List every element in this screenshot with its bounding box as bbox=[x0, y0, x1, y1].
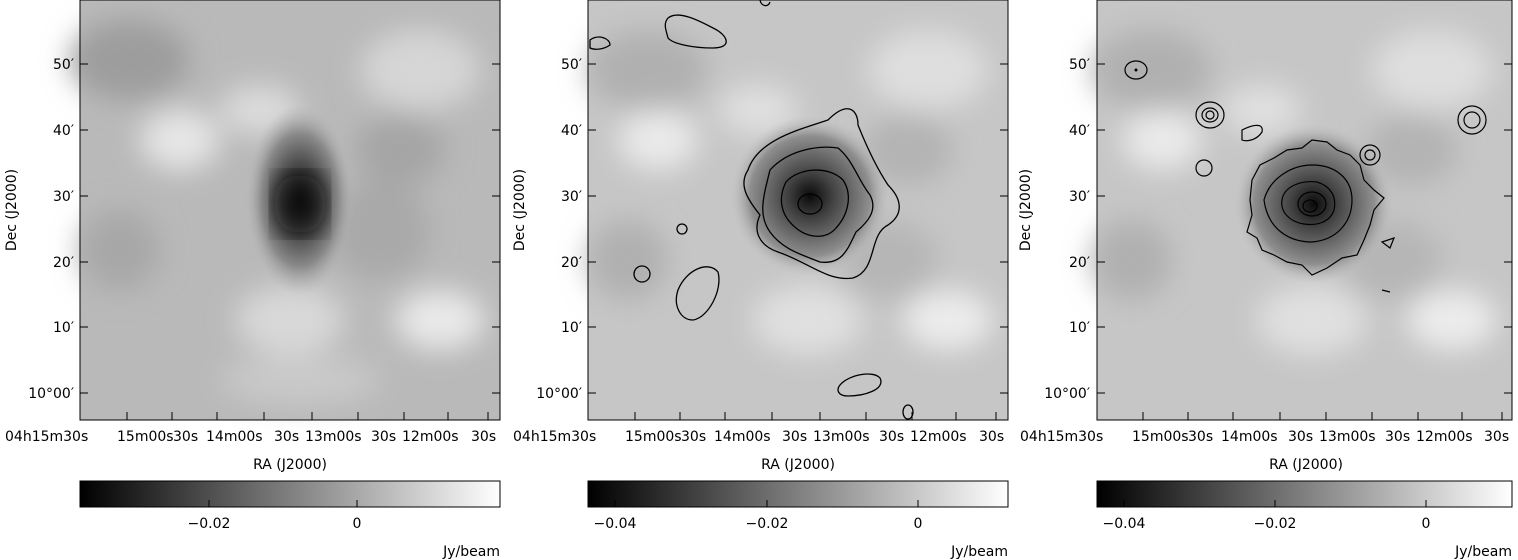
panel-left: 50′ 40′ 30′ 20′ 10′ 10°00′ Dec (J2000) 0… bbox=[0, 0, 506, 560]
ra-axis-label: RA (J2000) bbox=[1269, 457, 1343, 473]
ra-tick-label: 30s bbox=[1484, 429, 1509, 445]
image-frame bbox=[1096, 0, 1513, 421]
ra-tick-label: 14m00s bbox=[206, 429, 263, 445]
ra-tick-label: 30s bbox=[1188, 429, 1213, 445]
panel-middle-svg: 50′ 40′ 30′ 20′ 10′ 10°00′ Dec (J2000) 0… bbox=[512, 0, 1009, 560]
ra-tick-label: 15m00s bbox=[1132, 429, 1189, 445]
dec-tick-label: 10′ bbox=[53, 320, 74, 336]
colorbar-tick-label: 0 bbox=[914, 516, 923, 532]
dec-tick-label: 50′ bbox=[53, 57, 74, 73]
dec-tick-label: 10′ bbox=[561, 320, 582, 336]
dec-tick-label: 20′ bbox=[561, 255, 582, 271]
ra-tick-label: 30s bbox=[471, 429, 496, 445]
sky-image bbox=[70, 0, 500, 420]
colorbar-tick-label: −0.04 bbox=[594, 516, 637, 532]
ra-tick-label: 13m00s bbox=[305, 429, 362, 445]
colorbar bbox=[79, 480, 501, 508]
dec-tick-marks bbox=[587, 63, 1008, 420]
colorbar bbox=[587, 480, 1009, 508]
ra-tick-label: 15m00s bbox=[625, 429, 682, 445]
dec-tick-label: 30′ bbox=[53, 189, 74, 205]
colorbar-tick-label: −0.02 bbox=[188, 516, 231, 532]
dec-tick-label: 30′ bbox=[561, 189, 582, 205]
dec-axis-label: Dec (J2000) bbox=[512, 169, 528, 251]
dec-tick-label: 40′ bbox=[53, 123, 74, 139]
colorbar-tick-label: 0 bbox=[1422, 516, 1431, 532]
ra-tick-label: 12m00s bbox=[1416, 429, 1473, 445]
colorbar bbox=[1096, 480, 1513, 508]
ra-tick-label: 30s bbox=[371, 429, 396, 445]
ra-tick-label: 13m00s bbox=[813, 429, 870, 445]
image-frame bbox=[79, 0, 501, 421]
ra-tick-label: 30s bbox=[879, 429, 904, 445]
dec-axis-label: Dec (J2000) bbox=[4, 169, 20, 251]
dec-tick-marks bbox=[79, 63, 500, 420]
contour-lines bbox=[589, 0, 914, 420]
ra-axis-label: RA (J2000) bbox=[253, 457, 327, 473]
ra-tick-label: 12m00s bbox=[910, 429, 967, 445]
contour-lines bbox=[1124, 60, 1487, 293]
panel-right-svg: 50′ 40′ 30′ 20′ 10′ 10°00′ Dec (J2000) 0… bbox=[1018, 0, 1513, 560]
sky-image bbox=[1092, 0, 1512, 420]
ra-axis-label: RA (J2000) bbox=[761, 457, 835, 473]
colorbar-tick-label: −0.04 bbox=[1103, 516, 1146, 532]
ra-tick-label: 30s bbox=[173, 429, 198, 445]
ra-tick-label: 30s bbox=[681, 429, 706, 445]
dec-tick-label: 40′ bbox=[1069, 123, 1090, 139]
dec-tick-label: 30′ bbox=[1069, 189, 1090, 205]
ra-tick-label: 04h15m30s bbox=[5, 429, 88, 445]
ra-tick-label: 15m00s bbox=[117, 429, 174, 445]
dec-tick-label: 10′ bbox=[1069, 320, 1090, 336]
dec-tick-label: 50′ bbox=[561, 57, 582, 73]
ra-tick-label: 04h15m30s bbox=[1020, 429, 1103, 445]
ra-tick-label: 30s bbox=[1385, 429, 1410, 445]
dec-tick-label: 20′ bbox=[53, 255, 74, 271]
dec-tick-label: 10°00′ bbox=[536, 386, 582, 402]
ra-tick-label: 14m00s bbox=[714, 429, 771, 445]
panel-right: 50′ 40′ 30′ 20′ 10′ 10°00′ Dec (J2000) 0… bbox=[1012, 0, 1518, 560]
ra-tick-label: 04h15m30s bbox=[513, 429, 596, 445]
panel-middle: 50′ 40′ 30′ 20′ 10′ 10°00′ Dec (J2000) 0… bbox=[508, 0, 1014, 560]
ra-tick-label: 30s bbox=[782, 429, 807, 445]
dec-axis-label: Dec (J2000) bbox=[1018, 169, 1034, 251]
colorbar-tick-label: −0.02 bbox=[1254, 516, 1297, 532]
ra-tick-label: 14m00s bbox=[1221, 429, 1278, 445]
colorbar-unit: Jy/beam bbox=[1454, 544, 1512, 560]
ra-tick-label: 12m00s bbox=[402, 429, 459, 445]
dec-tick-label: 40′ bbox=[561, 123, 582, 139]
colorbar-tick-label: −0.02 bbox=[746, 516, 789, 532]
dec-tick-marks bbox=[1096, 63, 1512, 420]
colorbar-unit: Jy/beam bbox=[950, 544, 1008, 560]
ra-tick-label: 13m00s bbox=[1319, 429, 1376, 445]
dec-tick-label: 10°00′ bbox=[1044, 386, 1090, 402]
dec-tick-label: 50′ bbox=[1069, 57, 1090, 73]
sky-image bbox=[588, 0, 1008, 420]
image-frame bbox=[587, 0, 1009, 421]
dec-tick-label: 20′ bbox=[1069, 255, 1090, 271]
ra-tick-label: 30s bbox=[979, 429, 1004, 445]
ra-tick-label: 30s bbox=[1288, 429, 1313, 445]
dec-tick-label: 10°00′ bbox=[28, 386, 74, 402]
colorbar-unit: Jy/beam bbox=[442, 544, 500, 560]
colorbar-tick-label: 0 bbox=[353, 516, 362, 532]
panel-left-svg: 50′ 40′ 30′ 20′ 10′ 10°00′ Dec (J2000) 0… bbox=[4, 0, 501, 560]
ra-tick-label: 30s bbox=[274, 429, 299, 445]
